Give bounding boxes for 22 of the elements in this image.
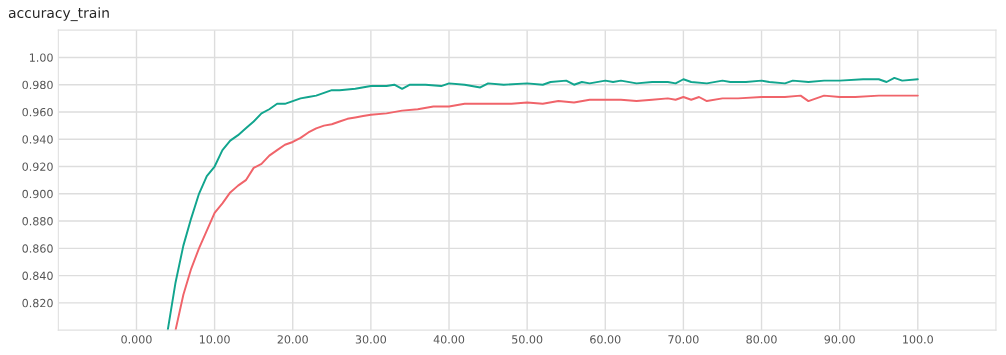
x-tick-label: 50.00 xyxy=(512,335,543,344)
y-tick-label: 0.840 xyxy=(22,271,53,280)
x-tick-label: 20.00 xyxy=(277,335,308,344)
x-tick-label: 70.00 xyxy=(668,335,699,344)
x-tick-label: 80.00 xyxy=(746,335,777,344)
x-tick-label: 40.00 xyxy=(433,335,465,344)
x-tick-label: 30.00 xyxy=(355,335,387,344)
y-tick-label: 0.860 xyxy=(22,244,53,253)
x-tick-label: 100.0 xyxy=(903,335,933,344)
x-tick-label: 60.00 xyxy=(590,335,621,344)
y-tick-label: 0.940 xyxy=(22,135,53,144)
y-tick-label: 0.920 xyxy=(22,162,53,171)
chart-title: accuracy_train xyxy=(8,7,109,22)
y-tick-label: 1.00 xyxy=(29,53,53,62)
y-tick-label: 0.900 xyxy=(22,189,53,199)
x-tick-label: 10.00 xyxy=(199,335,230,344)
y-tick-label: 0.980 xyxy=(22,80,53,90)
x-tick-label: 0.000 xyxy=(121,335,152,344)
y-tick-label: 0.820 xyxy=(22,298,53,308)
y-tick-label: 0.960 xyxy=(22,107,53,117)
y-tick-label: 0.880 xyxy=(22,217,53,226)
x-tick-label: 90.00 xyxy=(824,335,855,344)
